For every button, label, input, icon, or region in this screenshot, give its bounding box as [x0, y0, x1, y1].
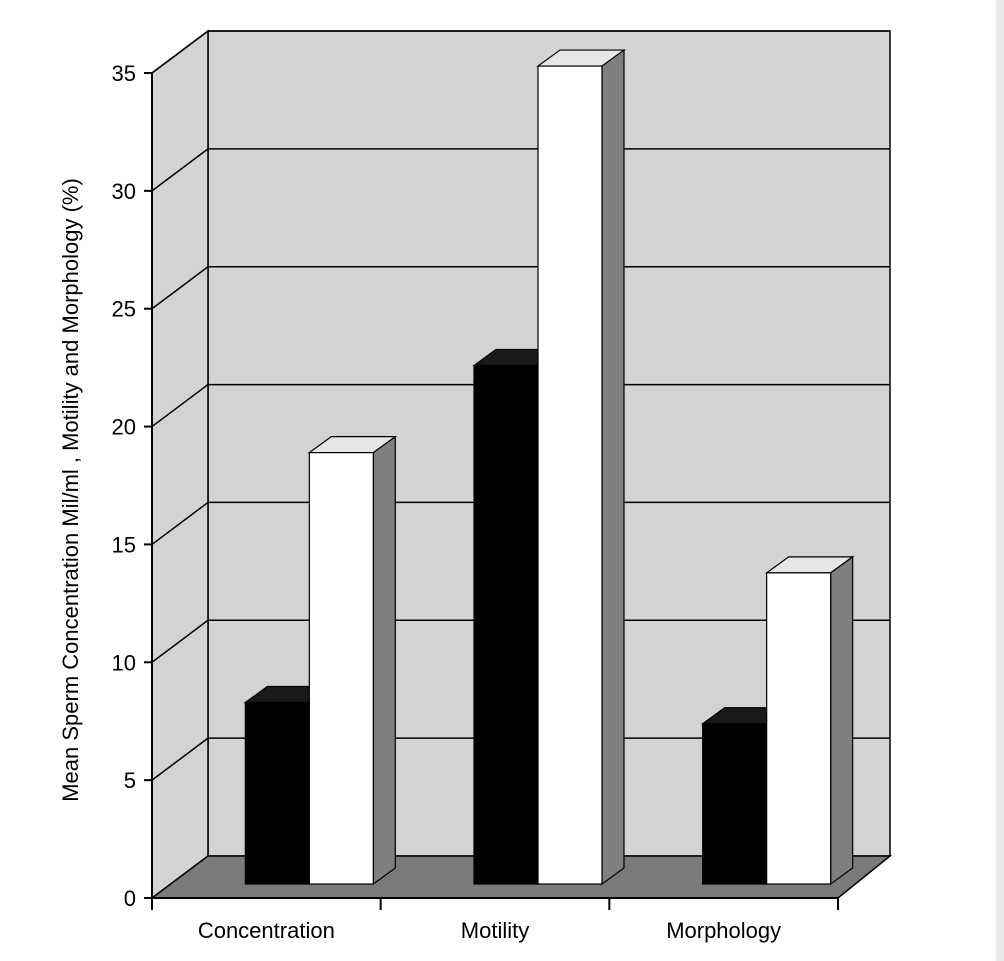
- x-category-label: Morphology: [666, 918, 781, 943]
- bar-motility-light: [536, 48, 626, 886]
- axes: [144, 72, 839, 910]
- bar-front: [244, 701, 310, 885]
- x-category-label: Concentration: [198, 918, 335, 943]
- bar-front: [473, 364, 539, 885]
- right-edge-strip: [996, 0, 1004, 961]
- bar-morphology-light: [764, 555, 855, 886]
- gridline-side: [151, 737, 209, 781]
- y-tick-label: 15: [112, 532, 136, 557]
- bar-front: [766, 572, 832, 885]
- y-tick-label: 10: [112, 650, 136, 675]
- x-category-labels: Concentration Motility Morphology: [198, 918, 781, 943]
- y-tick-label: 25: [112, 297, 136, 322]
- bar-side: [601, 48, 625, 886]
- bar-side: [830, 555, 854, 886]
- bar-front: [702, 723, 768, 885]
- gridline-side: [151, 30, 209, 74]
- gridline-side: [151, 148, 209, 192]
- bar-front: [537, 65, 603, 885]
- x-category-label: Motility: [461, 918, 529, 943]
- y-tick-label: 35: [112, 61, 136, 86]
- bars-group: [243, 48, 855, 886]
- y-tick-label: 20: [112, 415, 136, 440]
- y-axis-title: Mean Sperm Concentration Mil/ml , Motili…: [58, 178, 83, 802]
- y-tick-label: 0: [124, 886, 136, 911]
- bar-front: [308, 452, 374, 885]
- gridline-side: [151, 383, 209, 428]
- gridline-side: [151, 266, 209, 310]
- bar-side: [372, 435, 396, 886]
- y-tick-labels: 0 5 10 15 20 25 30 35: [112, 61, 136, 911]
- gridline-side: [151, 619, 209, 663]
- bar-concentration-light: [307, 435, 398, 886]
- y-tick-label: 30: [112, 179, 136, 204]
- y-tick-label: 5: [124, 768, 136, 793]
- gridline-side: [151, 501, 209, 546]
- side-wall: [151, 29, 209, 900]
